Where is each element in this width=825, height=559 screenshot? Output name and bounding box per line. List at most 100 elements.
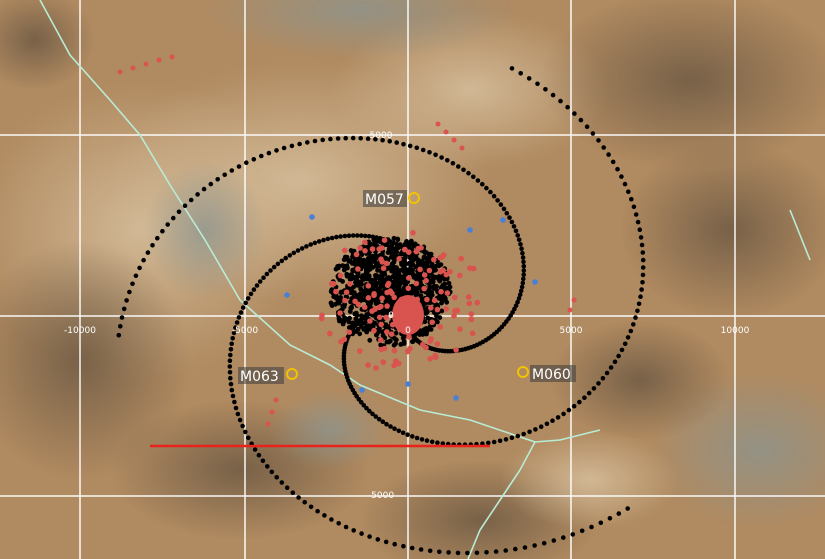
event-point-red: [376, 314, 383, 321]
spiral-point: [316, 239, 322, 244]
spiral-point: [266, 150, 272, 156]
event-point-red: [426, 267, 433, 274]
station-m057[interactable]: M057: [363, 190, 420, 208]
event-point-red: [423, 277, 429, 284]
spiral-point: [488, 189, 493, 195]
event-cluster: [284, 214, 538, 401]
event-point: [388, 300, 394, 306]
spiral-point: [527, 429, 532, 435]
event-point: [372, 239, 378, 245]
spiral-point: [484, 185, 489, 191]
event-point: [338, 295, 343, 300]
spiral-point: [429, 439, 435, 445]
spiral-point: [480, 181, 485, 187]
station-label: M057: [365, 192, 404, 208]
event-point-red: [342, 297, 348, 304]
event-point: [363, 271, 368, 277]
event-point: [428, 251, 434, 257]
event-point: [418, 293, 424, 298]
spiral-point: [532, 543, 537, 548]
station-label-background: [530, 365, 576, 382]
event-point-red: [440, 267, 447, 274]
event-point: [353, 279, 358, 285]
event-point: [397, 287, 403, 293]
event-point-red: [443, 271, 450, 278]
spiral-point: [407, 143, 413, 149]
spiral-point: [375, 537, 381, 542]
spiral-point: [227, 364, 233, 369]
event-point-red: [424, 296, 430, 303]
event-point: [395, 236, 400, 242]
spiral-point: [427, 150, 432, 155]
event-point: [373, 273, 378, 278]
spiral-point: [419, 437, 425, 442]
station-m063[interactable]: M063: [238, 367, 298, 385]
event-point-red: [428, 305, 434, 311]
spiral-point: [279, 480, 285, 485]
event-point: [351, 321, 357, 326]
event-point: [411, 272, 417, 278]
spiral-point: [240, 423, 245, 429]
spiral-point: [628, 328, 634, 334]
highlighted-point: [117, 69, 123, 75]
event-point: [418, 279, 423, 285]
event-point: [392, 265, 398, 270]
event-point: [416, 285, 422, 291]
event-point-blue: [405, 381, 411, 387]
spiral-point: [342, 233, 348, 239]
spiral-point: [305, 140, 310, 145]
spiral-point: [579, 528, 585, 534]
spiral-survey-points: [116, 54, 646, 556]
spiral-point: [254, 283, 260, 288]
event-point-red: [362, 248, 368, 254]
event-point-red: [343, 289, 350, 296]
highlighted-point: [169, 54, 175, 60]
spiral-point: [236, 164, 242, 169]
y-tick-label: -5000: [368, 491, 394, 501]
spiral-point: [445, 158, 450, 163]
spiral-point: [420, 147, 426, 153]
event-point: [391, 235, 397, 241]
spiral-point: [227, 358, 233, 364]
spiral-point: [229, 387, 235, 393]
spiral-point: [281, 145, 287, 151]
spiral-point: [466, 170, 471, 176]
spiral-point: [160, 228, 165, 234]
spiral-point: [358, 136, 364, 141]
spiral-point: [619, 347, 625, 353]
event-point-red: [434, 341, 441, 347]
highlighted-point: [269, 409, 275, 415]
spiral-point: [538, 424, 544, 430]
station-label-background: [363, 190, 407, 207]
event-point-red: [365, 362, 371, 368]
event-point-red: [415, 245, 422, 252]
event-point-red: [365, 295, 372, 301]
spiral-point: [208, 181, 214, 187]
event-point: [348, 259, 354, 265]
event-point-red: [355, 301, 362, 308]
spiral-point: [230, 393, 236, 399]
spiral-point: [297, 141, 302, 147]
event-point: [342, 255, 348, 260]
event-point-red: [333, 288, 339, 295]
spiral-point: [243, 300, 248, 306]
spiral-point: [498, 202, 504, 207]
spiral-point: [495, 198, 500, 203]
spiral-point: [637, 227, 643, 232]
event-point: [415, 273, 421, 278]
event-point: [358, 286, 364, 292]
spiral-point: [622, 341, 628, 347]
event-point-red: [376, 246, 383, 252]
spiral-point: [118, 324, 123, 329]
event-point: [353, 274, 359, 280]
spiral-point: [251, 157, 257, 162]
spiral-point: [290, 490, 296, 496]
spiral-point: [362, 233, 368, 239]
spiral-point: [373, 414, 379, 419]
event-point: [363, 314, 368, 319]
event-point-red: [391, 294, 398, 301]
station-m060[interactable]: M060: [517, 365, 576, 383]
event-point: [359, 252, 365, 258]
spiral-point: [283, 255, 289, 261]
